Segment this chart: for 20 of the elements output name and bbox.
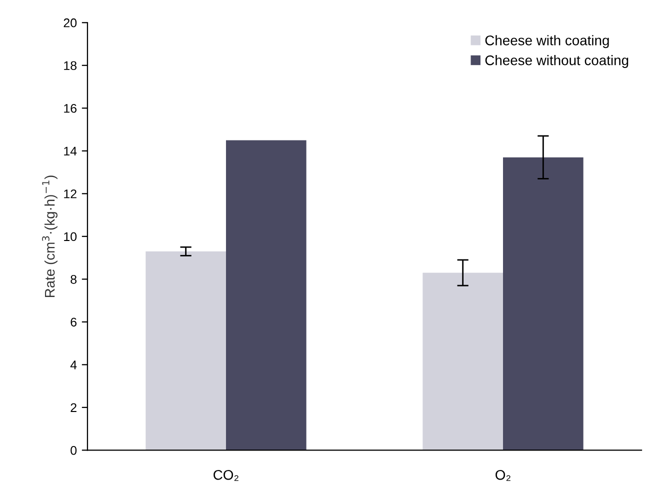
y-tick-label: 12 bbox=[64, 189, 76, 198]
legend-label: Cheese without coating bbox=[485, 55, 628, 68]
y-axis-title: Rate (cm$^{3}$·(kg·h)$^{−1}$) bbox=[42, 176, 58, 298]
x-tick-label: CO₂ bbox=[214, 470, 238, 481]
legend-label: Cheese with coating bbox=[485, 35, 609, 48]
y-tick-label: 20 bbox=[64, 18, 77, 28]
bar bbox=[226, 140, 306, 450]
y-tick-label: 10 bbox=[64, 232, 77, 242]
y-tick-label: 14 bbox=[64, 146, 77, 156]
y-tick-label: 6 bbox=[70, 318, 77, 327]
bar bbox=[146, 251, 226, 450]
y-tick-label: 18 bbox=[64, 61, 77, 70]
y-tick-label: 4 bbox=[70, 360, 77, 370]
y-tick-label: 2 bbox=[70, 403, 76, 412]
y-tick-label: 8 bbox=[70, 274, 77, 284]
y-tick-label: 0 bbox=[70, 446, 77, 455]
y-tick-label: 16 bbox=[64, 104, 77, 113]
bar bbox=[422, 272, 504, 450]
bar bbox=[503, 157, 584, 450]
x-tick-label: O₂ bbox=[496, 470, 510, 481]
